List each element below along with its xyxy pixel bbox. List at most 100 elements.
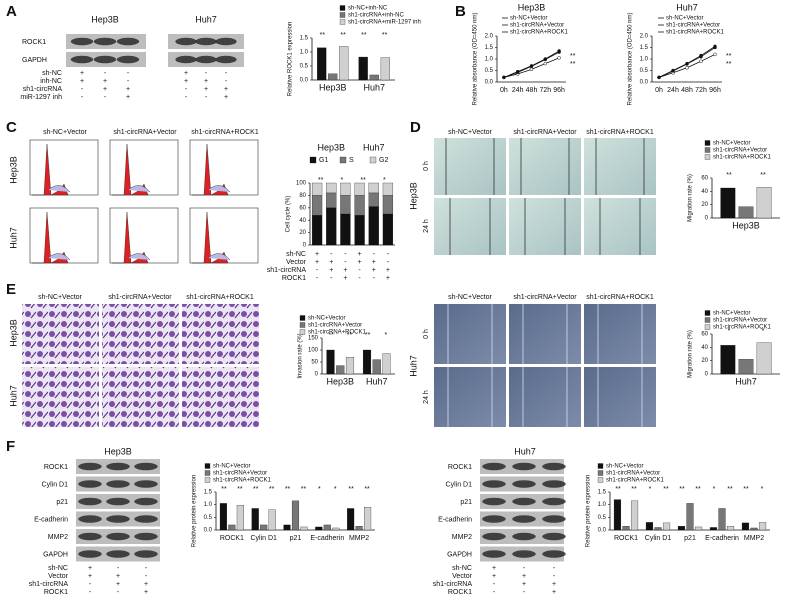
y-axis-label: Cell cycle (%)	[286, 196, 292, 233]
condition-sign: +	[492, 573, 496, 580]
point	[529, 64, 534, 69]
blot-band	[482, 462, 506, 471]
bar-segment	[354, 182, 365, 196]
bar	[662, 522, 671, 531]
blot-band	[106, 497, 130, 506]
legend-label: sh1-circRNA+ROCK1	[308, 330, 367, 336]
group-label: Hep3B	[317, 142, 345, 152]
bar-segment	[326, 182, 337, 194]
y-tick-label: 1.0	[598, 502, 607, 508]
y-tick-label: 20	[701, 358, 708, 364]
panel-label: C	[6, 119, 17, 136]
y-tick-label: 100	[296, 181, 307, 187]
blot-band	[106, 462, 130, 471]
y-axis-label: Relative protein expression	[192, 475, 198, 547]
blot-band	[175, 37, 197, 46]
row-label: Huh7	[8, 385, 18, 407]
x-tick-label: ROCK1	[614, 535, 638, 542]
x-tick-label: Huh7	[366, 376, 388, 386]
cell-line-label: Huh7	[408, 355, 418, 377]
condition-sign: -	[127, 78, 130, 85]
condition-sign: -	[523, 565, 526, 572]
significance: **	[328, 332, 334, 339]
legend-label: S	[349, 157, 354, 164]
legend-label: sh1-circRNA+Vector	[666, 23, 720, 29]
condition-sign: +	[126, 86, 130, 93]
x-tick-label: p21	[684, 535, 696, 542]
flow-fit	[207, 185, 231, 193]
condition-sign: -	[205, 70, 208, 77]
column-label: sh1-circRNA+ROCK1	[586, 129, 654, 136]
condition-label: Vector	[452, 573, 473, 580]
x-tick-label: Huh7	[363, 82, 385, 92]
legend-label: sh-NC+Vector	[510, 16, 548, 22]
significance: **	[727, 486, 733, 493]
legend-label: sh1-circRNA+Vector	[713, 148, 767, 154]
blot-band	[134, 480, 158, 488]
x-tick-label: Cylin D1	[250, 535, 277, 542]
condition-label: ROCK1	[44, 589, 68, 596]
blot-band	[134, 532, 158, 541]
condition-label: ROCK1	[448, 589, 472, 596]
significance: **	[221, 486, 227, 493]
bar	[741, 522, 750, 531]
legend-label: sh1-circRNA+Vector	[713, 318, 767, 324]
bar	[355, 526, 363, 531]
bar	[694, 526, 703, 531]
y-tick-label: 0	[315, 372, 319, 378]
column-label: sh1-circRNA+Vector	[513, 129, 577, 136]
y-tick-label: 0.5	[598, 515, 607, 521]
condition-sign: +	[224, 94, 228, 101]
x-tick-label: 96h	[553, 87, 565, 94]
bar	[236, 505, 244, 531]
bar	[345, 357, 355, 375]
y-tick-label: 0.0	[204, 528, 213, 534]
flow-fit	[127, 185, 151, 193]
legend-label: sh-NC+Vector	[713, 311, 751, 317]
blot-label: GAPDH	[43, 551, 68, 558]
invasion-image	[102, 367, 179, 427]
x-tick-label: MMP2	[744, 535, 764, 542]
point	[685, 62, 689, 66]
point	[529, 67, 534, 72]
blot-band	[78, 550, 102, 558]
condition-sign: -	[225, 78, 228, 85]
x-tick-label: 0h	[500, 87, 508, 94]
significance: *	[762, 328, 765, 335]
legend-swatch	[597, 470, 604, 476]
legend-swatch	[704, 154, 711, 160]
condition-label: sh-NC	[42, 70, 62, 77]
significance: **	[615, 486, 621, 493]
y-tick-label: 50	[311, 360, 318, 366]
invasion-image	[182, 304, 259, 364]
condition-sign: -	[81, 94, 84, 101]
significance: **	[365, 332, 371, 339]
legend-swatch	[204, 470, 211, 476]
column-label: sh-NC+Vector	[38, 294, 82, 301]
point	[713, 45, 717, 50]
blot-band	[78, 532, 102, 541]
bar	[758, 522, 767, 531]
x-tick-label: E-cadherin	[705, 535, 739, 542]
y-tick-label: 40	[299, 218, 306, 224]
y-tick-label: 100	[308, 348, 319, 354]
blot-band	[512, 480, 536, 488]
row-label: 0 h	[423, 329, 430, 339]
condition-sign: +	[358, 259, 362, 266]
legend-swatch	[339, 12, 346, 18]
panel-label: F	[6, 438, 15, 455]
invasion-image	[22, 367, 99, 427]
bar	[654, 527, 662, 531]
significance: **	[364, 486, 370, 493]
y-tick-label: 1.5	[300, 36, 309, 42]
bar	[738, 206, 754, 219]
condition-sign: -	[185, 86, 188, 93]
legend-label: sh1-circRNA+Vector	[510, 23, 564, 29]
wound-image	[584, 198, 656, 255]
blot-label: p21	[56, 499, 68, 506]
row-label: 0 h	[423, 161, 430, 171]
significance: **	[570, 61, 576, 68]
bar	[686, 503, 694, 531]
blot-band	[512, 462, 536, 471]
column-label: sh1-circRNA+ROCK1	[191, 129, 259, 136]
